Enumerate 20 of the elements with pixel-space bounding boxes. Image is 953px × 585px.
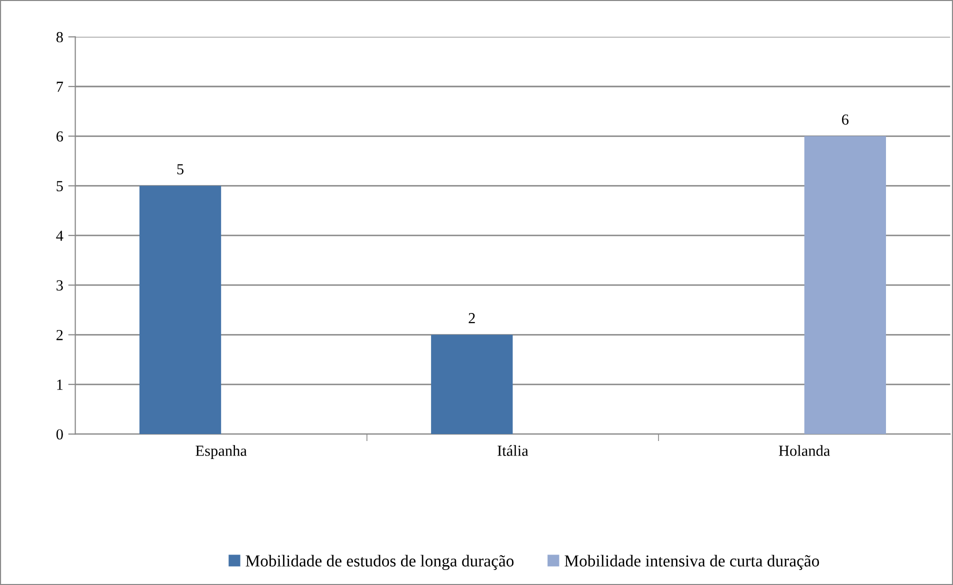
y-tick-label: 2 [56,330,63,340]
bar [804,136,886,434]
x-tick-label: Itália [498,445,528,456]
y-tick-label: 3 [56,280,63,291]
data-label: 5 [177,164,184,174]
bar [431,334,513,434]
legend-label: Mobilidade intensiva de curta duração [564,554,820,570]
legend-label: Mobilidade de estudos de longa duração [246,554,514,570]
x-tick-label: Holanda [778,445,830,456]
data-label: 2 [468,313,475,324]
bar [139,186,222,434]
y-tick-label: 0 [56,429,63,440]
y-tick-label: 6 [56,131,64,142]
y-tick-label: 1 [57,380,63,390]
x-tick-label: Espanha [196,445,247,460]
y-tick-label: 5 [56,181,63,192]
data-label: 6 [842,114,849,125]
y-tick-label: 7 [56,82,64,92]
y-tick-label: 4 [56,230,64,241]
y-tick-label: 8 [56,32,63,42]
